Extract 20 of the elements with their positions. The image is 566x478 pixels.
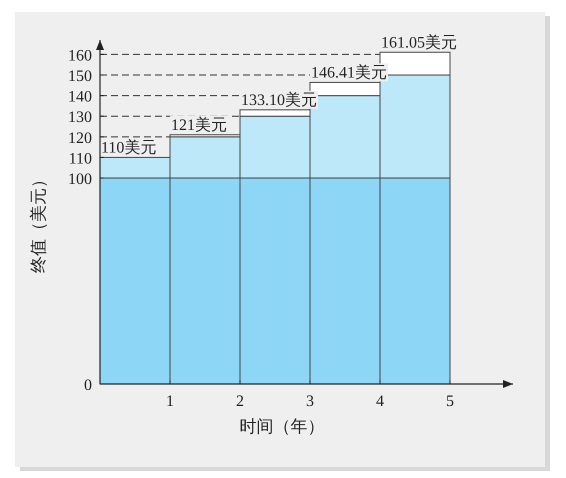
- x-tick-label: 2: [236, 393, 244, 410]
- x-tick-label: 5: [446, 393, 454, 410]
- y-tick-label: 160: [68, 47, 92, 64]
- total-label: 161.05美元: [381, 33, 457, 52]
- y-tick-label: 100: [68, 171, 92, 188]
- total-label: 121美元: [171, 116, 227, 134]
- y-tick-label: 0: [84, 377, 92, 394]
- y-tick-label: 130: [68, 109, 92, 126]
- y-tick-label: 120: [68, 130, 92, 147]
- x-tick-label: 3: [306, 393, 314, 410]
- x-axis-title: 时间（年）: [240, 417, 324, 436]
- y-tick-label: 110: [68, 150, 92, 168]
- y-tick-label: 140: [68, 88, 92, 106]
- total-label: 133.10美元: [241, 90, 317, 109]
- x-tick-label: 1: [166, 393, 174, 410]
- x-tick-label: 4: [376, 393, 384, 410]
- total-label: 146.41美元: [311, 63, 387, 82]
- total-label: 110美元: [101, 138, 156, 156]
- y-axis-title: 终值（美元）: [29, 171, 48, 273]
- y-tick-label: 150: [68, 68, 92, 86]
